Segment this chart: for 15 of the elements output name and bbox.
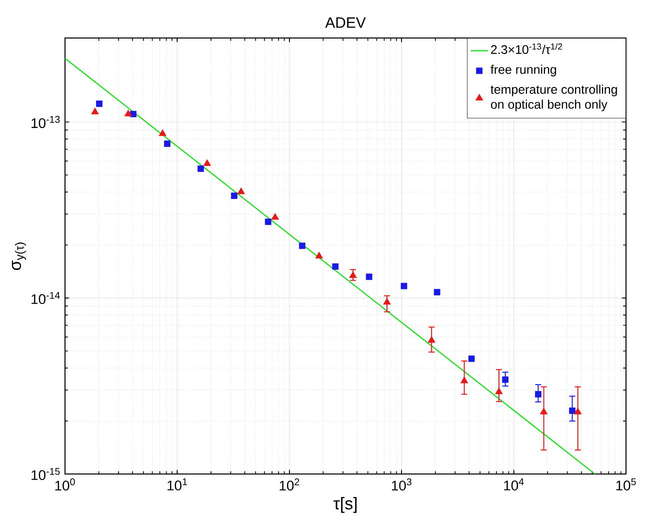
x-tick-label: 10$^{4}$ (504, 478, 524, 490)
y-axis-title: σ$_{y(τ)}$ (12, 242, 26, 270)
x-axis-title: τ[s] (333, 497, 357, 513)
x-tick-label: 10$^{3}$ (392, 478, 412, 491)
x-tick-label: 10$^{2}$ (280, 478, 300, 491)
chart-title: ADEV (325, 17, 366, 28)
legend-label: temperature controlling on optical bench only (490, 84, 617, 112)
y-tick-label: 10$^{-15}$ (32, 468, 60, 480)
legend-label: 2.3×10$^{-13}$/τ$^{1/2}$ (491, 43, 562, 54)
x-tick-label: 10$^{0}$ (55, 478, 75, 491)
legend-label: free running (490, 64, 556, 76)
y-tick-label: 10$^{-13}$ (32, 116, 60, 128)
x-tick-label: 10$^{1}$ (168, 478, 187, 490)
x-tick-label: 10$^{5}$ (616, 478, 636, 490)
y-tick-label: 10$^{-14}$ (32, 292, 60, 304)
